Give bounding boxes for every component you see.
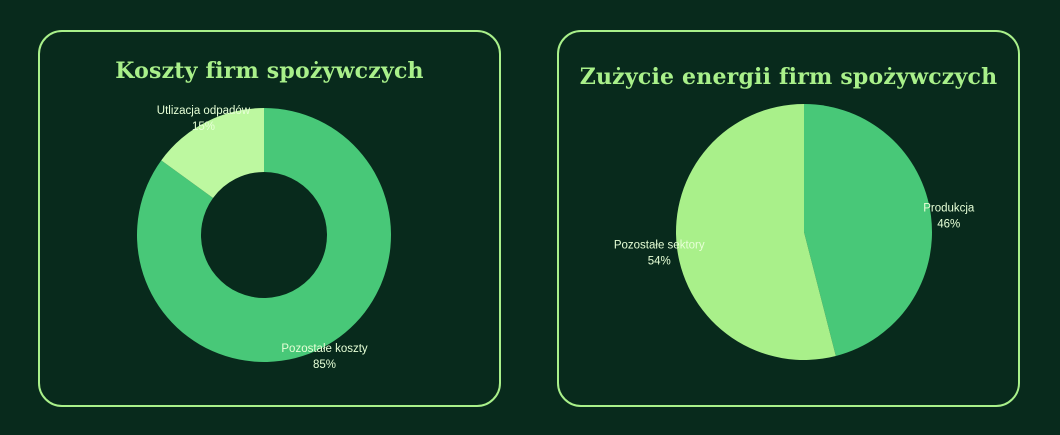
- pie-slice: [804, 104, 932, 356]
- slice-label: Pozostałe koszty: [281, 343, 368, 355]
- chart-title: Koszty firm spożywczych: [115, 58, 424, 84]
- slice-label: Produkcja: [923, 203, 975, 215]
- slice-value-label: 15%: [192, 121, 215, 133]
- slice-label: Utlizacja odpadów: [157, 105, 251, 117]
- pie-chart-energy: Produkcja 46% Pozostałe sektory 54%: [614, 104, 975, 360]
- slice-value-label: 54%: [648, 255, 671, 267]
- pie-slice: [161, 108, 264, 198]
- chart-title: Zużycie energii firm spożywczych: [579, 64, 998, 90]
- slice-label: Pozostałe sektory: [614, 239, 705, 251]
- slice-value-label: 85%: [313, 359, 336, 371]
- chart-panel-energy: Zużycie energii firm spożywczych Produkc…: [557, 30, 1020, 407]
- donut-chart-costs: Pozostałe koszty 85% Utlizacja odpadów 15%: [137, 105, 391, 371]
- pie-slice: [137, 108, 391, 362]
- pie-slice: [675, 104, 836, 360]
- slice-value-label: 46%: [937, 219, 960, 231]
- chart-panel-costs: Koszty firm spożywczych Pozostałe koszty…: [38, 30, 501, 407]
